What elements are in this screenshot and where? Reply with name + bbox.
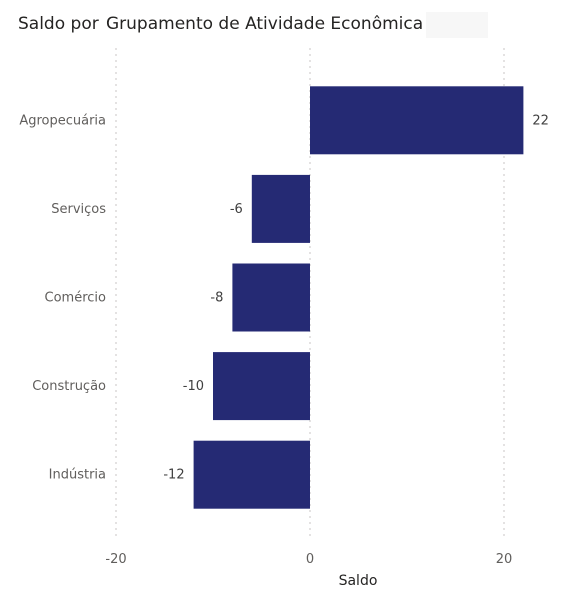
data-label: 22 (532, 113, 549, 128)
x-axis-ticks: -20 0 20 (105, 552, 512, 567)
chart-title-part1: Saldo por (18, 14, 99, 34)
category-label: Comércio (45, 291, 107, 306)
bar[interactable] (193, 440, 310, 509)
bar[interactable] (232, 263, 310, 332)
category-label: Construção (32, 379, 106, 394)
bar[interactable] (310, 86, 524, 155)
x-tick-label: 0 (306, 552, 314, 567)
x-tick-label: -20 (105, 552, 126, 567)
data-label: -6 (230, 202, 243, 217)
title-highlight-box (426, 12, 488, 38)
category-label: Indústria (49, 468, 106, 483)
bars (193, 86, 524, 509)
category-label: Agropecuária (19, 113, 106, 128)
bar[interactable] (251, 174, 310, 243)
data-label: -8 (210, 291, 223, 306)
category-label: Serviços (51, 202, 106, 217)
bar[interactable] (213, 352, 310, 421)
chart-title-part2: Grupamento de Atividade Econômica (106, 14, 424, 34)
data-labels: 22 -6 -8 -10 -12 (163, 113, 549, 482)
category-labels: Agropecuária Serviços Comércio Construção In… (19, 113, 106, 482)
x-tick-label: 20 (496, 552, 513, 567)
data-label: -10 (183, 379, 204, 394)
data-label: -12 (163, 468, 184, 483)
x-axis-title: Saldo (339, 573, 378, 589)
